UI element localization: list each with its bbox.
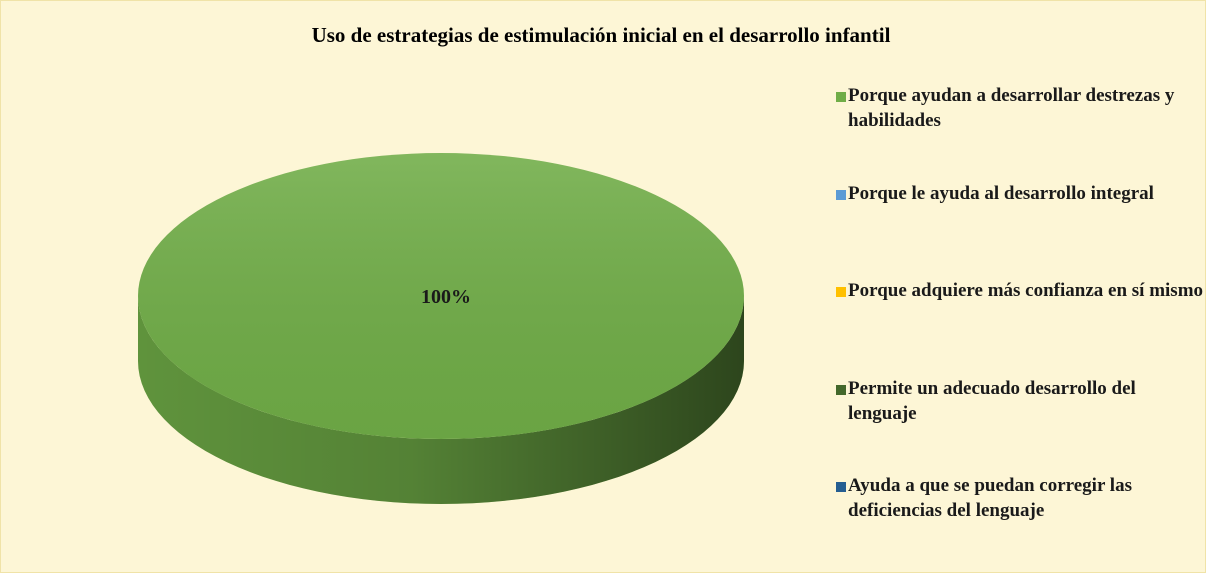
legend-item: Permite un adecuado desarrollo del lengu… <box>834 376 1205 474</box>
legend-swatch <box>836 189 846 200</box>
legend-swatch <box>836 92 846 102</box>
legend-label: Porque le ayuda al desarrollo integral <box>848 182 1154 204</box>
legend-item: Ayuda a que se puedan corregir las defic… <box>834 473 1205 571</box>
legend-label: Permite un adecuado desarrollo del lengu… <box>848 377 1136 424</box>
legend-swatch <box>836 482 846 492</box>
legend-label: Ayuda a que se puedan corregir las defic… <box>848 475 1132 521</box>
legend-label: Porque adquiere más confianza en sí mism… <box>848 280 1204 301</box>
slice-sheen <box>138 153 744 439</box>
legend-label: Porque ayudan a desarrollar destrezas y … <box>848 85 1175 131</box>
chart-title: Uso de estrategias de estimulación inici… <box>312 23 891 47</box>
legend-swatch <box>836 384 846 395</box>
legend-swatch <box>836 287 846 297</box>
legend: Porque ayudan a desarrollar destrezas y … <box>834 83 1205 571</box>
legend-item: Porque adquiere más confianza en sí mism… <box>834 278 1205 376</box>
legend-item: Porque ayudan a desarrollar destrezas y … <box>834 83 1205 181</box>
slice-side-shade <box>138 296 744 504</box>
legend-item: Porque le ayuda al desarrollo integral <box>834 181 1205 279</box>
data-label: 100% <box>421 286 471 308</box>
